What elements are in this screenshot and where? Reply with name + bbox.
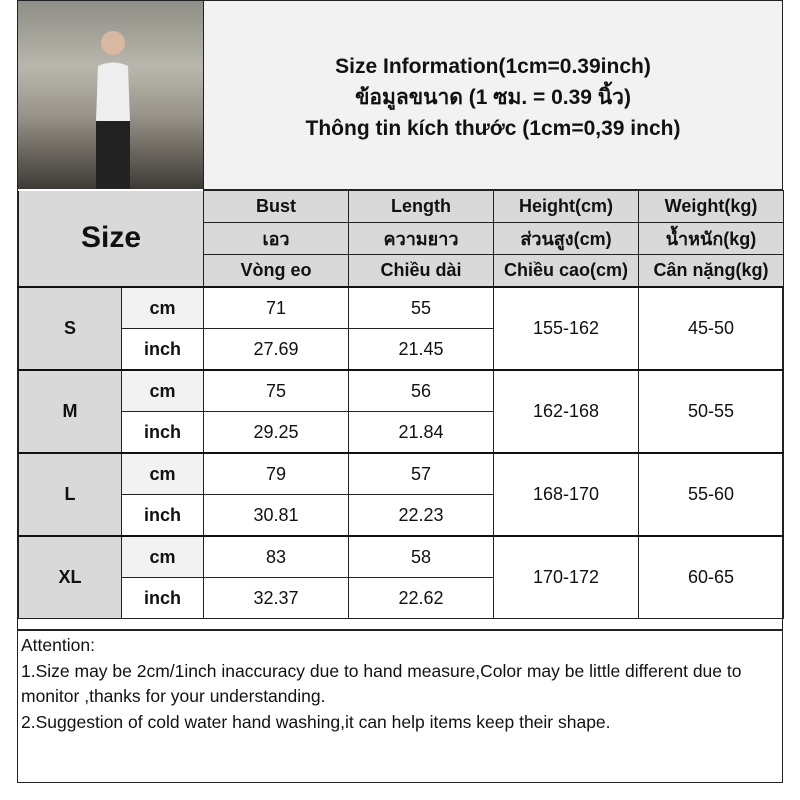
length-cm: 55 <box>348 286 494 329</box>
height-range: 162-168 <box>493 369 639 454</box>
col-height-vi: Chiều cao(cm) <box>493 254 639 288</box>
weight-range: 55-60 <box>638 452 784 537</box>
size-row-inch: inch 32.37 22.62 <box>19 577 784 619</box>
col-weight: Weight(kg) <box>638 190 784 223</box>
unit-cm: cm <box>121 452 204 495</box>
length-inch: 22.23 <box>348 494 494 537</box>
chart-title: Size Information(1cm=0.39inch) ข้อมูลขนา… <box>203 1 782 191</box>
col-length-vi: Chiều dài <box>348 254 494 288</box>
bust-inch: 29.25 <box>203 411 349 454</box>
weight-range: 45-50 <box>638 286 784 371</box>
title-en: Size Information(1cm=0.39inch) <box>335 55 651 78</box>
col-bust-th: เอว <box>203 222 349 255</box>
length-inch: 22.62 <box>348 577 494 619</box>
size-row-cm: M cm 75 56 162-168 50-55 <box>18 369 784 454</box>
size-label: S <box>18 286 122 371</box>
title-th: ข้อมูลขนาด (1 ซม. = 0.39 นิ้ว) <box>355 86 631 109</box>
bust-inch: 30.81 <box>203 494 349 537</box>
size-row-inch: inch 29.25 21.84 <box>19 411 784 454</box>
attention-item: 2.Suggestion of cold water hand washing,… <box>21 711 611 732</box>
title-vi: Thông tin kích thước (1cm=0,39 inch) <box>305 117 681 140</box>
product-photo <box>18 1 203 189</box>
col-weight-vi: Cân nặng(kg) <box>638 254 784 288</box>
unit-cm: cm <box>121 369 204 412</box>
size-header: Size <box>18 190 204 288</box>
size-chart: Size Information(1cm=0.39inch) ข้อมูลขนา… <box>17 0 784 783</box>
size-table: Size Bust Length Height(cm) Weight(kg) เ… <box>18 190 784 619</box>
header-row-en: Size Bust Length Height(cm) Weight(kg) <box>18 190 784 288</box>
weight-range: 60-65 <box>638 535 784 619</box>
bust-cm: 71 <box>203 286 349 329</box>
col-height-th: ส่วนสูง(cm) <box>493 222 639 255</box>
length-inch: 21.45 <box>348 328 494 371</box>
model-figure <box>96 31 130 189</box>
length-inch: 21.84 <box>348 411 494 454</box>
attention-title: Attention: <box>21 635 95 655</box>
bust-inch: 32.37 <box>203 577 349 619</box>
size-row-cm: L cm 79 57 168-170 55-60 <box>18 452 784 537</box>
weight-range: 50-55 <box>638 369 784 454</box>
col-length-th: ความยาว <box>348 222 494 255</box>
height-range: 170-172 <box>493 535 639 619</box>
size-label: M <box>18 369 122 454</box>
col-height: Height(cm) <box>493 190 639 223</box>
attention-notes: Attention: 1.Size may be 2cm/1inch inacc… <box>18 629 782 782</box>
size-row-inch: inch 30.81 22.23 <box>19 494 784 537</box>
size-label: L <box>18 452 122 537</box>
bust-cm: 75 <box>203 369 349 412</box>
bust-cm: 83 <box>203 535 349 578</box>
unit-inch: inch <box>121 328 204 371</box>
size-label: XL <box>18 535 122 619</box>
size-row-inch: inch 27.69 21.45 <box>19 328 784 371</box>
unit-inch: inch <box>121 577 204 619</box>
unit-inch: inch <box>121 494 204 537</box>
height-range: 168-170 <box>493 452 639 537</box>
col-weight-th: น้ำหนัก(kg) <box>638 222 784 255</box>
col-length: Length <box>348 190 494 223</box>
size-row-cm: S cm 71 55 155-162 45-50 <box>18 286 784 371</box>
length-cm: 57 <box>348 452 494 495</box>
attention-item: 1.Size may be 2cm/1inch inaccuracy due t… <box>21 660 742 707</box>
header-row-th: เอว ความยาว ส่วนสูง(cm) น้ำหนัก(kg) <box>18 222 784 255</box>
bust-cm: 79 <box>203 452 349 495</box>
size-row-cm: XL cm 83 58 170-172 60-65 <box>18 535 784 619</box>
length-cm: 58 <box>348 535 494 578</box>
height-range: 155-162 <box>493 286 639 371</box>
unit-cm: cm <box>121 286 204 329</box>
unit-inch: inch <box>121 411 204 454</box>
col-bust-vi: Vòng eo <box>203 254 349 288</box>
bust-inch: 27.69 <box>203 328 349 371</box>
unit-cm: cm <box>121 535 204 578</box>
col-bust: Bust <box>203 190 349 223</box>
length-cm: 56 <box>348 369 494 412</box>
